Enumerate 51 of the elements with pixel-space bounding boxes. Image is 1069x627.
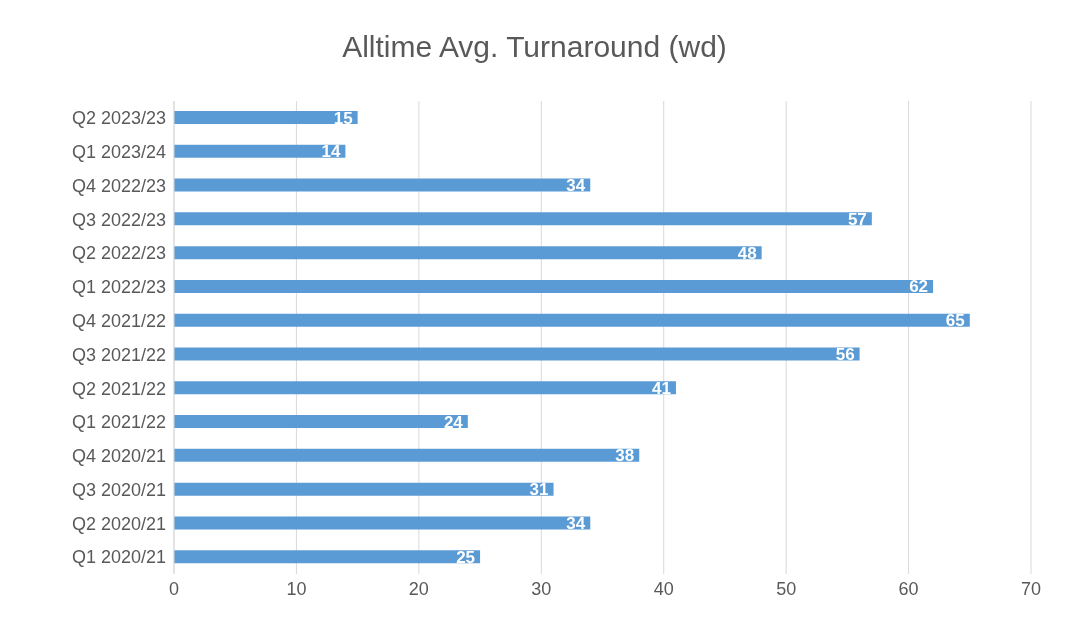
x-tick-label: 70: [1020, 578, 1042, 599]
y-tick-label: Q1 2023/24: [71, 142, 166, 163]
data-label: 38: [615, 446, 635, 466]
y-tick-label: Q3 2022/23: [71, 209, 166, 230]
x-tick-label: 40: [653, 578, 674, 599]
data-label: 48: [737, 243, 757, 263]
bar: [174, 313, 970, 327]
x-tick-label: 10: [286, 578, 307, 599]
data-label: 62: [909, 277, 929, 297]
bar: [174, 144, 346, 158]
bar: [174, 482, 554, 496]
data-label: 31: [529, 480, 549, 500]
bar: [174, 279, 934, 293]
data-label: 41: [652, 378, 671, 398]
y-tick-label: Q4 2021/22: [71, 311, 166, 331]
y-tick-label: Q1 2021/22: [71, 412, 166, 433]
y-tick-label: Q3 2021/22: [71, 344, 166, 365]
bar: [174, 381, 676, 395]
bar: [174, 246, 762, 260]
data-label: 56: [835, 345, 855, 365]
data-label: 24: [443, 412, 464, 432]
x-tick-label: 0: [168, 578, 180, 599]
data-label: 15: [333, 108, 353, 128]
bar: [174, 178, 591, 192]
bar: [174, 550, 481, 564]
data-label: 25: [456, 547, 476, 567]
bar: [174, 415, 468, 429]
x-tick-label: 30: [531, 578, 552, 599]
x-tick-label: 50: [776, 578, 797, 599]
x-tick-label: 20: [408, 578, 429, 599]
y-tick-label: Q2 2023/23: [71, 108, 166, 129]
y-tick-label: Q2 2021/22: [71, 378, 166, 399]
y-tick-label: Q3 2020/21: [71, 479, 166, 500]
y-tick-label: Q4 2020/21: [71, 446, 166, 467]
bar: [174, 212, 872, 226]
y-tick-label: Q4 2022/23: [71, 175, 166, 196]
data-label: 14: [321, 142, 341, 162]
bar: [174, 448, 640, 462]
data-label: 57: [847, 209, 867, 229]
y-tick-label: Q1 2020/21: [71, 547, 166, 568]
bar: [174, 347, 860, 361]
x-tick-label: 60: [898, 578, 919, 599]
data-label: 34: [566, 176, 586, 196]
data-label: 34: [566, 513, 586, 533]
bar: [174, 516, 591, 530]
chart-title: Alltime Avg. Turnaround (wd): [341, 29, 728, 65]
bar: [174, 111, 358, 124]
y-tick-label: Q1 2022/23: [71, 277, 166, 298]
data-label: 65: [945, 311, 965, 331]
y-tick-label: Q2 2020/21: [71, 513, 166, 534]
y-tick-label: Q2 2022/23: [71, 243, 166, 264]
